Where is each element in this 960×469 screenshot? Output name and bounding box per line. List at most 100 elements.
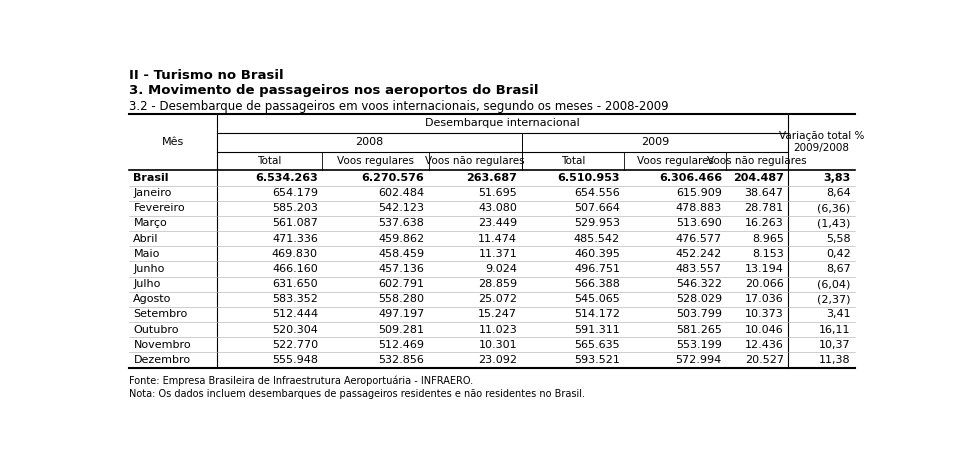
Text: 522.770: 522.770 [272,340,318,350]
Text: Voos não regulares: Voos não regulares [708,156,807,166]
Text: Variação total %
2009/2008: Variação total % 2009/2008 [779,131,864,153]
Text: 3. Movimento de passageiros nos aeroportos do Brasil: 3. Movimento de passageiros nos aeroport… [129,84,539,98]
Text: 593.521: 593.521 [574,355,620,365]
Text: 10.046: 10.046 [745,325,783,335]
Text: 12.436: 12.436 [745,340,783,350]
Text: 8.965: 8.965 [752,234,783,244]
Text: 566.388: 566.388 [574,279,620,289]
Text: 10.301: 10.301 [479,340,517,350]
Text: 532.856: 532.856 [378,355,424,365]
Text: Voos não regulares: Voos não regulares [425,156,525,166]
Text: 25.072: 25.072 [478,295,517,304]
Text: 3.2 - Desembarque de passageiros em voos internacionais, segundo os meses - 2008: 3.2 - Desembarque de passageiros em voos… [129,99,668,113]
Text: 11.371: 11.371 [478,249,517,259]
Text: 581.265: 581.265 [676,325,722,335]
Text: 9.024: 9.024 [486,264,517,274]
Text: 483.557: 483.557 [676,264,722,274]
Text: 459.862: 459.862 [378,234,424,244]
Text: 631.650: 631.650 [273,279,318,289]
Text: 8,64: 8,64 [826,188,851,198]
Text: 529.953: 529.953 [574,219,620,228]
Text: 8.153: 8.153 [752,249,783,259]
Text: 654.179: 654.179 [272,188,318,198]
Text: Março: Março [133,219,167,228]
Text: 8,67: 8,67 [826,264,851,274]
Text: Junho: Junho [133,264,165,274]
Text: 471.336: 471.336 [272,234,318,244]
Text: 43.080: 43.080 [478,204,517,213]
Text: 615.909: 615.909 [676,188,722,198]
Text: 537.638: 537.638 [378,219,424,228]
Text: 602.791: 602.791 [378,279,424,289]
Text: 512.469: 512.469 [378,340,424,350]
Text: 10.373: 10.373 [745,310,783,319]
Text: (6,36): (6,36) [817,204,851,213]
Text: 2008: 2008 [355,137,383,147]
Text: 583.352: 583.352 [272,295,318,304]
Text: Outubro: Outubro [133,325,179,335]
Text: 509.281: 509.281 [378,325,424,335]
Text: 485.542: 485.542 [574,234,620,244]
Text: 6.306.466: 6.306.466 [659,173,722,183]
Text: 20.066: 20.066 [745,279,783,289]
Text: 496.751: 496.751 [574,264,620,274]
Text: 458.459: 458.459 [378,249,424,259]
Text: 6.510.953: 6.510.953 [558,173,620,183]
Text: 553.199: 553.199 [676,340,722,350]
Text: 51.695: 51.695 [478,188,517,198]
Text: (2,37): (2,37) [817,295,851,304]
Text: 16,11: 16,11 [819,325,851,335]
Text: Janeiro: Janeiro [133,188,172,198]
Text: 17.036: 17.036 [745,295,783,304]
Text: 542.123: 542.123 [378,204,424,213]
Text: 513.690: 513.690 [676,219,722,228]
Text: Agosto: Agosto [133,295,172,304]
Text: 478.883: 478.883 [676,204,722,213]
Text: 561.087: 561.087 [272,219,318,228]
Text: Total: Total [257,156,281,166]
Text: 497.197: 497.197 [378,310,424,319]
Text: 10,37: 10,37 [819,340,851,350]
Text: 11.474: 11.474 [478,234,517,244]
Text: Voos regulares: Voos regulares [636,156,714,166]
Text: Mês: Mês [161,137,184,147]
Text: 11.023: 11.023 [478,325,517,335]
Text: Brasil: Brasil [133,173,169,183]
Text: 503.799: 503.799 [676,310,722,319]
Text: 23.449: 23.449 [478,219,517,228]
Text: 6.270.576: 6.270.576 [362,173,424,183]
Text: (6,04): (6,04) [817,279,851,289]
Text: 585.203: 585.203 [272,204,318,213]
Text: 507.664: 507.664 [574,204,620,213]
Text: Julho: Julho [133,279,160,289]
Text: (1,43): (1,43) [817,219,851,228]
Text: Abril: Abril [133,234,159,244]
Text: 460.395: 460.395 [574,249,620,259]
Text: Fevereiro: Fevereiro [133,204,185,213]
Text: 558.280: 558.280 [378,295,424,304]
Text: Desembarque internacional: Desembarque internacional [425,119,580,129]
Text: 5,58: 5,58 [826,234,851,244]
Text: Total: Total [561,156,586,166]
Text: 3,83: 3,83 [824,173,851,183]
Text: 555.948: 555.948 [272,355,318,365]
Text: 15.247: 15.247 [478,310,517,319]
Text: 469.830: 469.830 [272,249,318,259]
Text: 514.172: 514.172 [574,310,620,319]
Text: Maio: Maio [133,249,159,259]
Text: Novembro: Novembro [133,340,191,350]
Text: 512.444: 512.444 [272,310,318,319]
Text: 654.556: 654.556 [574,188,620,198]
Text: 38.647: 38.647 [745,188,783,198]
Text: 476.577: 476.577 [676,234,722,244]
Text: 466.160: 466.160 [272,264,318,274]
Text: 591.311: 591.311 [574,325,620,335]
Text: 204.487: 204.487 [732,173,783,183]
Text: 572.994: 572.994 [676,355,722,365]
Text: Fonte: Empresa Brasileira de Infraestrutura Aeroportuária - INFRAERO.: Fonte: Empresa Brasileira de Infraestrut… [129,376,473,386]
Text: 546.322: 546.322 [676,279,722,289]
Text: 528.029: 528.029 [676,295,722,304]
Text: II - Turismo no Brasil: II - Turismo no Brasil [129,69,283,82]
Text: 2009: 2009 [641,137,669,147]
Text: 457.136: 457.136 [378,264,424,274]
